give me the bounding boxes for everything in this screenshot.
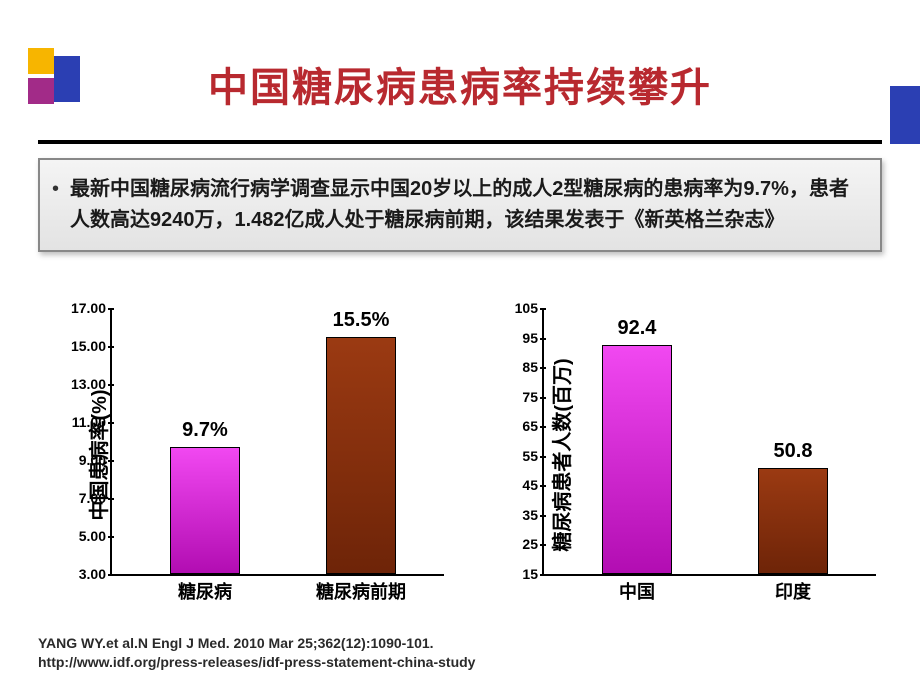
bar: 92.4	[602, 345, 672, 574]
patients-chart: 糖尿病患者人数(百万) 15253545556575859510592.4中国5…	[470, 300, 882, 610]
y-tick: 15.00	[58, 338, 106, 354]
bar: 15.5%	[326, 337, 396, 575]
y-tick: 3.00	[58, 566, 106, 582]
prevalence-chart: 中国患病率(%) 3.005.007.009.0011.0013.0015.00…	[38, 300, 450, 610]
y-tick: 55	[490, 448, 538, 464]
y-tick: 9.00	[58, 452, 106, 468]
bar-value-label: 15.5%	[333, 309, 390, 332]
bar-value-label: 9.7%	[182, 419, 228, 442]
y-tick: 17.00	[58, 300, 106, 316]
x-category-label: 糖尿病前期	[316, 578, 406, 604]
bar-fill	[326, 337, 396, 575]
summary-textbox: • 最新中国糖尿病流行病学调查显示中国20岁以上的成人2型糖尿病的患病率为9.7…	[38, 158, 882, 252]
title-divider	[38, 140, 882, 144]
y-tick: 65	[490, 418, 538, 434]
citation-line-2: http://www.idf.org/press-releases/idf-pr…	[38, 653, 882, 672]
citation-line-1: YANG WY.et al.N Engl J Med. 2010 Mar 25;…	[38, 634, 882, 653]
bar-fill	[758, 468, 828, 574]
y-tick: 15	[490, 566, 538, 582]
bar-value-label: 92.4	[617, 317, 656, 340]
y-tick: 25	[490, 536, 538, 552]
bar: 50.8	[758, 468, 828, 574]
bar-value-label: 50.8	[774, 440, 813, 463]
bullet-icon: •	[52, 178, 59, 201]
charts-row: 中国患病率(%) 3.005.007.009.0011.0013.0015.00…	[38, 300, 882, 610]
plot-area-right: 15253545556575859510592.4中国50.8印度	[542, 308, 876, 576]
summary-text: 最新中国糖尿病流行病学调查显示中国20岁以上的成人2型糖尿病的患病率为9.7%，…	[70, 174, 862, 236]
y-tick: 13.00	[58, 376, 106, 392]
y-tick: 35	[490, 507, 538, 523]
y-tick: 7.00	[58, 490, 106, 506]
x-category-label: 中国	[619, 578, 655, 604]
y-tick: 105	[490, 300, 538, 316]
x-category-label: 印度	[775, 578, 811, 604]
bar-fill	[170, 447, 240, 574]
y-tick: 45	[490, 477, 538, 493]
plot-area-left: 3.005.007.009.0011.0013.0015.0017.009.7%…	[110, 308, 444, 576]
y-tick: 95	[490, 330, 538, 346]
bar: 9.7%	[170, 447, 240, 574]
y-tick: 85	[490, 359, 538, 375]
bar-fill	[602, 345, 672, 574]
y-tick: 11.00	[58, 414, 106, 430]
y-tick: 75	[490, 389, 538, 405]
y-tick: 5.00	[58, 528, 106, 544]
x-category-label: 糖尿病	[178, 578, 232, 604]
citation-block: YANG WY.et al.N Engl J Med. 2010 Mar 25;…	[38, 634, 882, 672]
slide-title: 中国糖尿病患病率持续攀升	[0, 55, 920, 113]
